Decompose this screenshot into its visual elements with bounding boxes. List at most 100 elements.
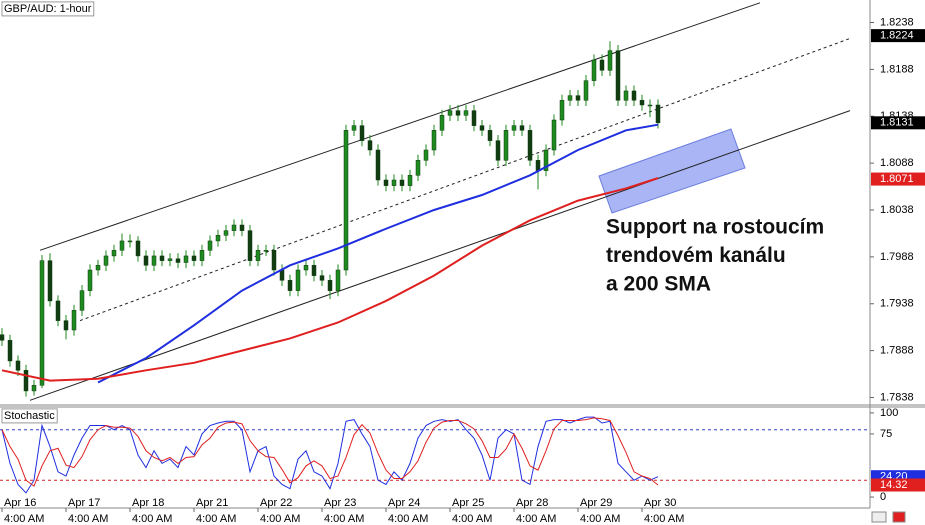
- candle-body: [215, 235, 221, 242]
- candle-body: [327, 280, 333, 291]
- trendline: [79, 37, 851, 322]
- candle-body: [599, 59, 605, 71]
- button[interactable]: [871, 511, 887, 523]
- candle-body: [527, 130, 533, 161]
- price-marker-label: 1.8224: [880, 30, 914, 42]
- candle-body: [159, 255, 165, 261]
- candle-body: [607, 50, 613, 71]
- candle-body: [39, 260, 45, 386]
- stochastic-line: [1, 416, 659, 494]
- title-box: [1, 1, 95, 17]
- candle-body: [63, 320, 69, 331]
- stochastic-line: [1, 417, 659, 487]
- pane-title: Stochastic: [4, 410, 55, 422]
- candle-body: [0, 334, 5, 341]
- annotation: Support na rostoucím: [606, 216, 824, 239]
- candle-body: [615, 50, 621, 101]
- x-tick-label: Apr 23: [324, 497, 356, 509]
- candle-body: [47, 260, 53, 302]
- x-tick-label: Apr 25: [452, 497, 484, 509]
- candle-body: [439, 115, 445, 131]
- x-tick-label: Apr 17: [68, 497, 100, 509]
- candle-body: [95, 265, 101, 271]
- candle-body: [487, 130, 493, 141]
- button[interactable]: [892, 511, 906, 523]
- candle-body: [471, 110, 477, 126]
- candle-body: [255, 250, 261, 261]
- sma-line: [97, 123, 659, 384]
- annotation: trendovém kanálu: [606, 244, 786, 267]
- candle-body: [511, 125, 517, 131]
- price-marker: [871, 478, 925, 492]
- candle-body: [191, 255, 197, 261]
- candle-body: [223, 230, 229, 236]
- candle-body: [543, 149, 549, 171]
- candle-body: [183, 255, 189, 263]
- x-tick-label: Apr 30: [644, 497, 676, 509]
- candle-body: [367, 140, 373, 151]
- price-marker: [871, 116, 925, 130]
- x-tick-label: Apr 21: [196, 497, 228, 509]
- candle-body: [79, 290, 85, 311]
- y-tick-label: 1.7938: [880, 298, 914, 310]
- candle-body: [639, 100, 645, 106]
- candle-body: [575, 95, 581, 101]
- y-tick-label: 0: [880, 491, 886, 503]
- candle-body: [359, 125, 365, 141]
- candle-body: [303, 265, 309, 271]
- x-tick-sublabel: 4:00 AM: [516, 513, 556, 525]
- title-box: [1, 408, 58, 424]
- candle-body: [287, 280, 293, 291]
- candle-body: [119, 240, 125, 251]
- y-tick-label: 1.7888: [880, 345, 914, 357]
- candle-body: [15, 360, 21, 371]
- candle-body: [231, 224, 237, 231]
- candle-body: [135, 240, 141, 257]
- y-tick-label: 1.7838: [880, 391, 914, 403]
- axes: [0, 0, 925, 509]
- candle-body: [87, 269, 93, 291]
- y-tick-label: 100: [880, 407, 898, 419]
- candle-body: [655, 104, 661, 124]
- candle-body: [199, 250, 205, 261]
- pane-title: GBP/AUD: 1-hour: [4, 3, 92, 15]
- y-tick-label: 1.8038: [880, 204, 914, 216]
- candle-body: [23, 370, 29, 392]
- candle-body: [519, 125, 525, 131]
- x-tick-label: Apr 29: [580, 497, 612, 509]
- candle-body: [295, 269, 301, 291]
- y-tick-label: 1.8088: [880, 157, 914, 169]
- price-marker-label: 1.8071: [880, 173, 914, 185]
- x-tick-label: Apr 18: [132, 497, 164, 509]
- candle-body: [415, 160, 421, 176]
- price-marker: [871, 172, 925, 186]
- candle-body: [591, 59, 597, 81]
- highlight-zone: [598, 128, 746, 214]
- x-tick-sublabel: 4:00 AM: [196, 513, 236, 525]
- y-tick-label: 1.8188: [880, 63, 914, 75]
- candle-body: [407, 175, 413, 186]
- candle-body: [279, 269, 285, 281]
- candle-body: [71, 310, 77, 331]
- price-marker-label: 1.8131: [880, 117, 914, 129]
- x-tick-sublabel: 4:00 AM: [388, 513, 428, 525]
- x-tick-sublabel: 4:00 AM: [452, 513, 492, 525]
- candle-body: [127, 240, 133, 243]
- candle-body: [207, 240, 213, 251]
- x-tick-label: Apr 28: [516, 497, 548, 509]
- candle-body: [55, 300, 61, 321]
- candle-body: [503, 130, 509, 161]
- price-marker-label: 14.32: [880, 479, 908, 491]
- sma-line: [1, 177, 659, 382]
- candle-body: [263, 250, 269, 252]
- candle-body: [559, 100, 565, 121]
- x-tick-label: Apr 16: [4, 497, 36, 509]
- candle-body: [567, 95, 573, 101]
- candle-body: [247, 230, 253, 261]
- candle-body: [551, 119, 557, 151]
- candle-body: [335, 269, 341, 291]
- candle-body: [383, 179, 389, 186]
- candle-body: [167, 258, 173, 261]
